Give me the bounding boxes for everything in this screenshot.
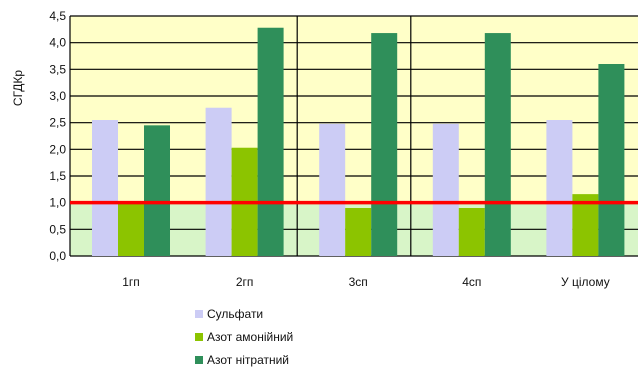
legend: Сульфати Азот амонійний Азот нітратний xyxy=(195,302,293,371)
legend-swatch-ammonium-nitrogen xyxy=(195,332,203,341)
legend-item-nitrate-nitrogen: Азот нітратний xyxy=(195,348,293,371)
legend-item-ammonium-nitrogen: Азот амонійний xyxy=(195,325,293,348)
y-tick-label: 0,0 xyxy=(49,249,66,263)
y-tick-label: 3,5 xyxy=(49,62,66,76)
x-tick-label: У цілому xyxy=(561,275,610,289)
y-tick-labels: 0,0 0,5 1,0 1,5 2,0 2,5 3,0 3,5 4,0 4,5 xyxy=(49,9,66,263)
bar xyxy=(371,33,398,256)
legend-swatch-nitrate-nitrogen xyxy=(195,355,203,364)
y-tick-label: 2,5 xyxy=(49,116,66,130)
bar-chart: 0,0 0,5 1,0 1,5 2,0 2,5 3,0 3,5 4,0 4,5 1гп 2гп 3сп… xyxy=(11,9,638,289)
bar xyxy=(319,123,346,256)
x-tick-label: 4сп xyxy=(462,275,481,289)
bar xyxy=(205,107,232,256)
legend-item-sulfates: Сульфати xyxy=(195,302,293,325)
bar xyxy=(598,64,625,256)
bar xyxy=(484,33,511,256)
x-tick-label: 3сп xyxy=(349,275,368,289)
y-tick-label: 3,0 xyxy=(49,89,66,103)
bar xyxy=(345,208,372,256)
bars xyxy=(92,27,625,256)
bar xyxy=(257,27,284,256)
x-tick-label: 2гп xyxy=(236,275,254,289)
legend-swatch-sulfates xyxy=(195,309,203,318)
bar xyxy=(432,123,459,256)
x-tick-labels: 1гп 2гп 3сп 4сп У цілому xyxy=(122,275,610,289)
y-tick-label: 0,5 xyxy=(49,222,66,236)
legend-label-ammonium-nitrogen: Азот амонійний xyxy=(207,329,294,344)
bar xyxy=(546,120,573,256)
legend-label-sulfates: Сульфати xyxy=(207,306,264,321)
bar xyxy=(118,202,144,256)
bar xyxy=(572,194,599,256)
x-tick-label: 1гп xyxy=(122,275,140,289)
y-tick-label: 1,5 xyxy=(49,169,66,183)
bar xyxy=(144,125,170,256)
y-tick-label: 4,0 xyxy=(49,36,66,50)
legend-label-nitrate-nitrogen: Азот нітратний xyxy=(207,352,290,367)
y-tick-label: 4,5 xyxy=(49,9,66,23)
y-tick-label: 1,0 xyxy=(49,196,66,210)
y-tick-label: 2,0 xyxy=(49,142,66,156)
bar xyxy=(458,208,485,256)
y-axis-label: СГДКр xyxy=(11,70,25,106)
bar xyxy=(92,120,118,256)
